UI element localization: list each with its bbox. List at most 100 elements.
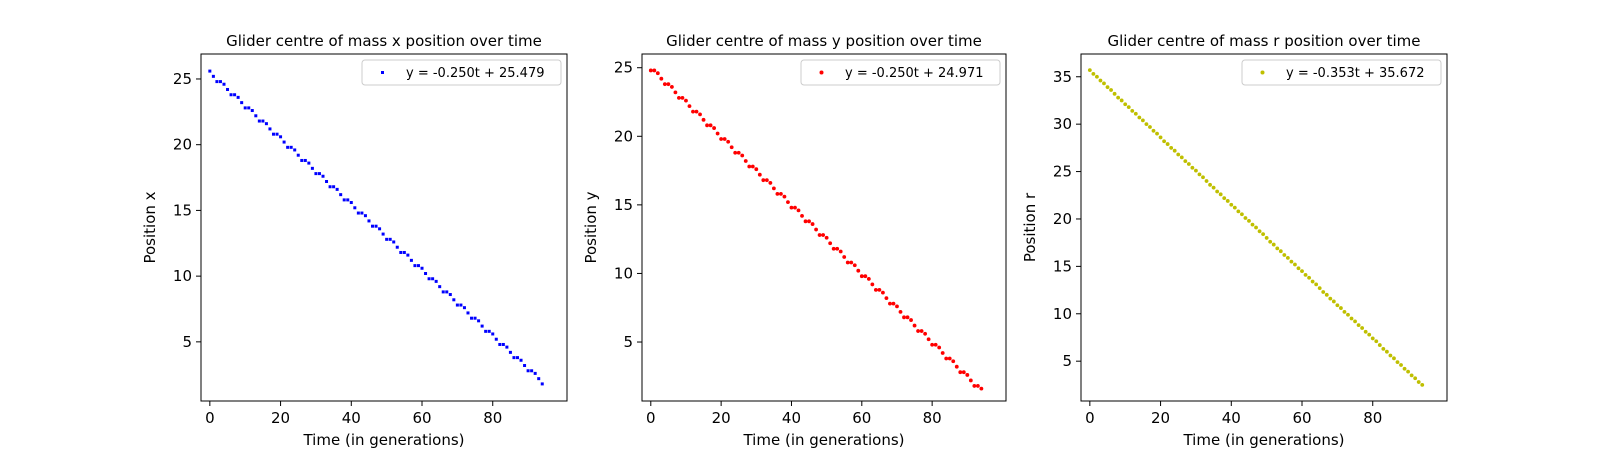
y-tick-label: 25 [1053,163,1072,181]
data-point [898,309,903,314]
y-axis: 5 10 15 20 25 30 35 Position r [1021,68,1081,370]
data-point [673,90,678,95]
data-point [743,159,748,163]
x-tick-label: 80 [483,409,502,427]
data-point [289,145,293,149]
data-point [666,82,671,87]
data-point [821,233,826,237]
data-point [838,249,843,254]
data-point [687,104,692,109]
data-point [1384,349,1389,354]
data-point [662,82,667,87]
plot-frame [200,53,568,402]
data-point [895,304,899,309]
y-tick-label: 5 [623,333,633,351]
data-point [1264,236,1269,240]
data-point [1215,189,1220,194]
data-point [282,140,286,144]
data-point [459,303,463,307]
data-point [740,153,745,158]
data-point [1123,102,1128,107]
data-point [1151,128,1156,133]
data-point [395,245,399,249]
chart-title: Glider centre of mass y position over ti… [666,32,982,50]
chart-panel-1: Glider centre of mass x position over ti… [141,32,568,449]
data-point [750,164,755,169]
data-point [1356,323,1361,328]
y-tick-label: 10 [614,264,633,282]
data-point [1126,105,1131,109]
legend-box [800,59,1001,86]
data-point [480,324,484,328]
y-tick-label: 5 [1062,352,1072,370]
x-axis: 0 20 40 60 80 Time (in generations) [1085,401,1382,449]
data-point [1239,212,1244,217]
data-point [789,205,794,210]
data-point [303,158,307,162]
data-point [793,205,797,210]
data-point [1172,148,1177,153]
y-axis: 5 10 15 20 25 Position x [141,70,201,351]
x-tick-label: 0 [1085,409,1095,427]
data-point [526,369,530,373]
data-point [1165,142,1170,146]
data-point [1229,202,1234,207]
data-point [424,272,428,276]
data-point [884,296,889,301]
data-point [371,224,375,228]
data-point [328,185,332,189]
data-point [222,82,226,86]
data-point [712,126,716,130]
x-tick-label: 60 [852,409,871,427]
y-tick-label: 15 [614,196,633,214]
data-point [1282,253,1287,257]
data-point [1169,145,1174,150]
data-point [342,198,346,202]
data-point [856,268,861,273]
data-point [652,68,657,73]
data-point [1416,380,1421,384]
data-point [919,329,924,333]
data-point [736,150,741,155]
data-point [684,98,688,103]
data-point [873,288,878,292]
data-point [1197,172,1202,177]
x-tick-label: 0 [646,409,656,427]
data-point [1328,296,1333,301]
data-point [519,358,523,362]
data-point [701,117,706,122]
data-point [1236,209,1241,214]
data-point [715,131,720,136]
data-point [1339,306,1343,310]
data-point [413,264,417,268]
data-point [722,137,727,141]
data-point [923,331,928,336]
data-point [719,137,724,141]
data-point [501,342,505,346]
data-point [1257,229,1262,234]
x-tick-label: 20 [1151,409,1170,427]
chart-title: Glider centre of mass x position over ti… [226,32,542,50]
x-axis-label: Time (in generations) [742,431,904,449]
data-point [307,161,311,165]
legend-marker [381,71,384,74]
data-point [1087,68,1092,73]
chart-panel-2: Glider centre of mass y position over ti… [582,32,1007,449]
data-point [866,277,871,281]
legend: y = -0.250t + 25.479 [361,59,562,86]
legend-label: y = -0.250t + 25.479 [406,66,545,81]
data-point [1137,115,1142,120]
data-point [1102,81,1106,86]
data-point [933,342,938,347]
data-point [438,285,442,289]
data-point [761,178,766,183]
data-point [229,93,233,97]
data-point [705,123,709,128]
y-axis-label: Position x [141,191,159,263]
data-point [1140,118,1145,123]
data-point [1314,282,1319,287]
data-point [870,282,875,287]
data-point [954,364,959,369]
data-point [1293,262,1297,267]
